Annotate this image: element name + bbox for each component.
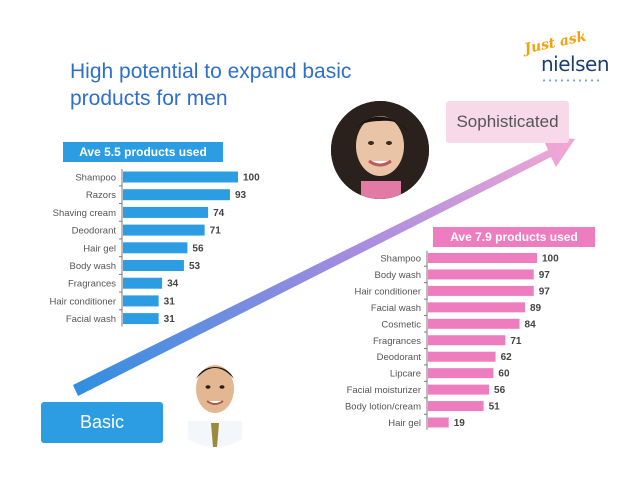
men-category-label: Hair gel	[83, 243, 116, 254]
women-value-label: 97	[539, 270, 551, 281]
sophisticated-label: Sophisticated	[446, 101, 569, 143]
men-value-label: 56	[192, 243, 204, 254]
men-category-label: Body wash	[70, 261, 116, 272]
men-category-label: Deodorant	[72, 226, 117, 237]
men-bar	[123, 189, 230, 201]
women-value-label: 19	[454, 418, 466, 429]
men-value-label: 74	[213, 208, 225, 219]
women-bar	[428, 253, 537, 263]
women-value-label: 100	[542, 254, 559, 265]
women-bar	[428, 417, 449, 428]
women-bar-chart: Shampoo 100 Body wash 97 Hair conditioner 97 F…	[345, 250, 559, 430]
women-category-label: Facial wash	[371, 303, 421, 314]
women-category-label: Body wash	[375, 270, 421, 281]
women-category-label: Deodorant	[377, 352, 422, 363]
women-value-label: 60	[498, 369, 510, 380]
men-value-label: 71	[210, 226, 222, 237]
logo-dots	[541, 79, 601, 82]
men-chart-title: Ave 5.5 products used	[63, 142, 223, 162]
women-category-label: Fragrances	[373, 336, 421, 347]
women-category-label: Lipcare	[390, 369, 421, 380]
men-bar	[123, 242, 188, 254]
women-chart-title: Ave 7.9 products used	[433, 227, 595, 247]
women-bar	[428, 335, 506, 346]
women-value-label: 71	[510, 336, 522, 347]
men-category-label: Shampoo	[75, 173, 116, 184]
men-category-label: Razors	[86, 190, 116, 201]
women-value-label: 84	[525, 319, 537, 330]
women-bar	[428, 384, 490, 395]
men-value-label: 93	[235, 190, 247, 201]
women-value-label: 56	[494, 385, 506, 396]
women-bar	[428, 269, 534, 280]
slide-title: High potential to expand basic products …	[70, 60, 352, 110]
women-category-label: Shampoo	[380, 254, 421, 265]
men-category-label: Shaving cream	[53, 208, 116, 219]
women-value-label: 89	[530, 303, 542, 314]
men-bar	[123, 206, 209, 218]
women-value-label: 51	[489, 402, 501, 413]
men-bar	[123, 313, 159, 325]
women-bar	[428, 368, 494, 379]
men-bar	[123, 260, 184, 271]
men-value-label: 100	[243, 173, 260, 184]
women-category-label: Body lotion/cream	[345, 402, 421, 413]
women-category-label: Facial moisturizer	[347, 385, 421, 396]
men-bar	[123, 171, 238, 183]
men-category-label: Hair conditioner	[49, 296, 116, 307]
women-bar	[428, 318, 520, 329]
women-category-label: Hair gel	[388, 418, 421, 429]
women-value-label: 62	[501, 352, 513, 363]
women-value-label: 97	[539, 286, 551, 297]
basic-label: Basic	[41, 402, 163, 443]
nielsen-logo: Just ask nielsen	[510, 29, 610, 85]
women-category-label: Cosmetic	[381, 319, 421, 330]
woman-photo	[331, 101, 429, 199]
men-bar	[123, 277, 163, 289]
women-bar	[428, 302, 526, 313]
logo-brand: nielsen	[541, 52, 610, 76]
women-bar	[428, 351, 496, 362]
women-bar	[428, 401, 484, 412]
women-bar	[428, 285, 534, 296]
women-category-label: Hair conditioner	[354, 286, 421, 297]
men-bar	[123, 295, 159, 307]
men-value-label: 31	[164, 314, 176, 325]
men-value-label: 53	[189, 261, 201, 272]
men-bar	[123, 224, 205, 236]
man-photo	[166, 349, 264, 447]
men-value-label: 34	[167, 279, 179, 290]
men-category-label: Facial wash	[66, 314, 116, 325]
men-value-label: 31	[164, 296, 176, 307]
men-bar-chart: Shampoo 100 Razors 93 Shaving cream 74 Deodora…	[49, 169, 260, 327]
men-category-label: Fragrances	[68, 279, 116, 290]
